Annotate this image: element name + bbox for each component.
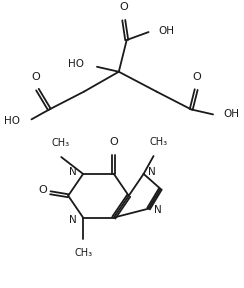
- Text: CH₃: CH₃: [149, 137, 168, 147]
- Text: O: O: [110, 137, 118, 147]
- Text: N: N: [69, 215, 77, 225]
- Text: O: O: [119, 2, 128, 12]
- Text: OH: OH: [223, 109, 239, 120]
- Text: O: O: [193, 72, 202, 82]
- Text: N: N: [148, 167, 155, 177]
- Text: HO: HO: [68, 59, 84, 69]
- Text: N: N: [69, 167, 77, 177]
- Text: HO: HO: [4, 116, 20, 126]
- Text: OH: OH: [158, 26, 174, 36]
- Text: CH₃: CH₃: [74, 248, 92, 258]
- Text: O: O: [38, 185, 47, 195]
- Text: O: O: [31, 72, 40, 82]
- Text: CH₃: CH₃: [51, 138, 69, 148]
- Text: N: N: [153, 205, 161, 215]
